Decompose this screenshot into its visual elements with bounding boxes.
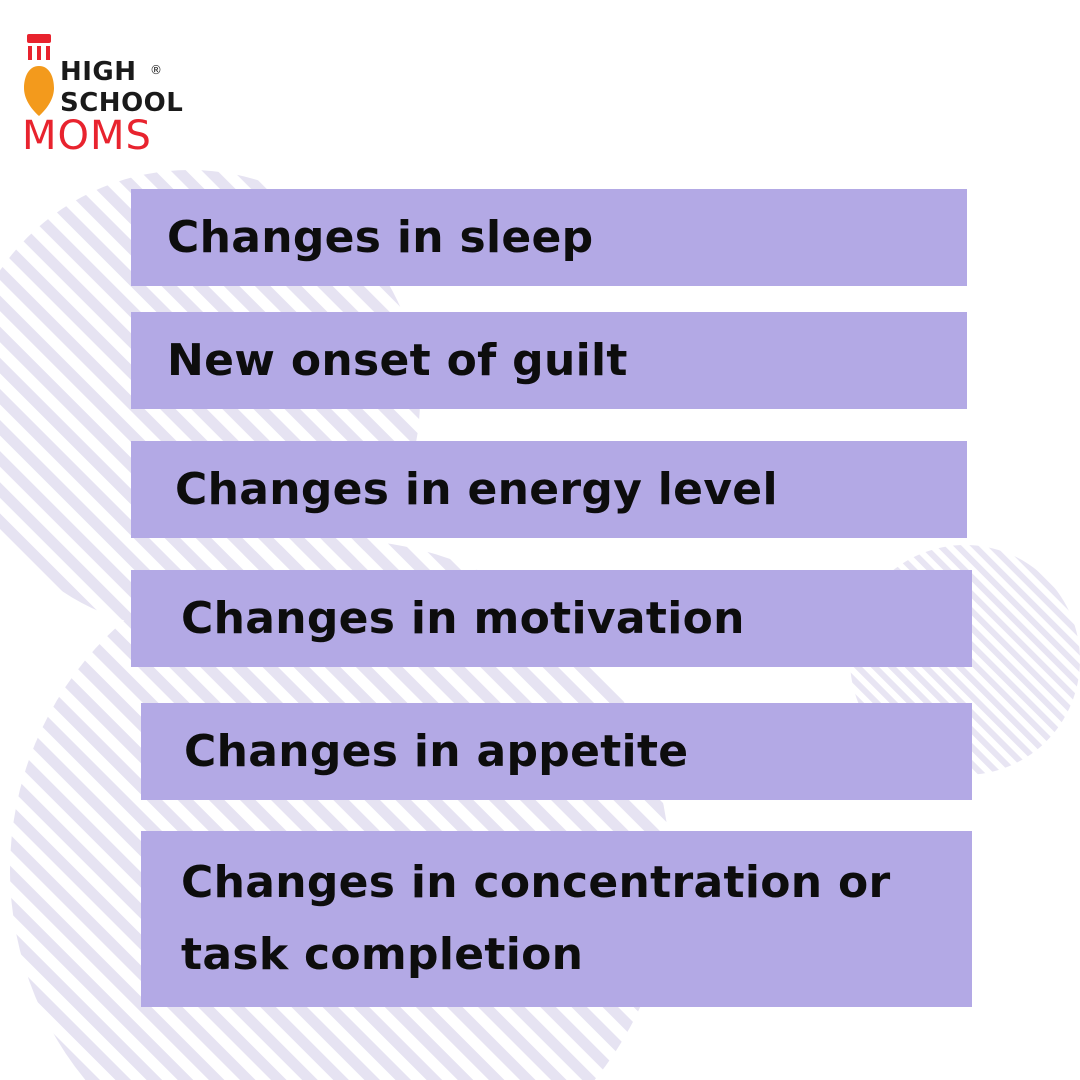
item-card-sleep: Changes in sleep [131, 189, 967, 286]
logo-word-school: SCHOOL [60, 88, 184, 118]
registered-mark: ® [150, 63, 162, 77]
logo-pencil-mark-icon [24, 34, 54, 116]
high-school-moms-logo: HIGH ® SCHOOL MOMS [22, 32, 202, 157]
item-card-label: Changes in concentration or task complet… [181, 857, 891, 980]
logo-word-high: HIGH [60, 57, 137, 87]
item-card-label: Changes in sleep [167, 211, 594, 263]
item-card-motivation: Changes in motivation [131, 570, 972, 667]
item-card-guilt: New onset of guilt [131, 312, 967, 409]
logo-word-moms: MOMS [22, 113, 152, 159]
item-card-label: Changes in appetite [184, 725, 689, 777]
item-card-label: Changes in motivation [181, 592, 745, 644]
item-card-concentration: Changes in concentration or task complet… [141, 831, 972, 1007]
item-card-label: Changes in energy level [175, 463, 778, 515]
item-card-label: New onset of guilt [167, 334, 628, 386]
item-card-energy-level: Changes in energy level [131, 441, 967, 538]
item-card-appetite: Changes in appetite [141, 703, 972, 800]
